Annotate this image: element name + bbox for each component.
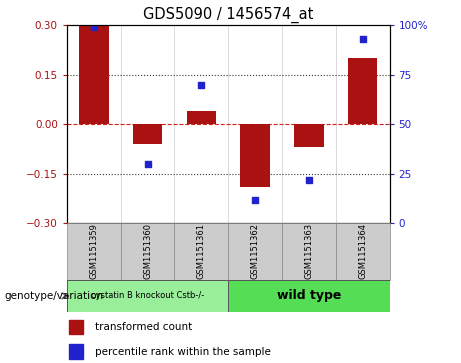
Point (144, 161, 151, 167)
Bar (133, 124, 162, 144)
Bar (79, 25, 108, 124)
FancyBboxPatch shape (174, 223, 228, 280)
FancyBboxPatch shape (121, 223, 174, 280)
Point (359, 36, 366, 42)
FancyBboxPatch shape (282, 223, 336, 280)
FancyBboxPatch shape (336, 223, 390, 280)
Text: genotype/variation: genotype/variation (5, 291, 104, 301)
FancyBboxPatch shape (228, 223, 282, 280)
Text: GSM1151364: GSM1151364 (358, 223, 367, 280)
Text: wild type: wild type (277, 289, 341, 302)
Text: GSM1151359: GSM1151359 (89, 224, 98, 279)
Point (198, 82, 205, 87)
Bar (69, 320, 83, 334)
Text: cystatin B knockout Cstb-/-: cystatin B knockout Cstb-/- (91, 291, 204, 300)
Text: GSM1151362: GSM1151362 (251, 223, 260, 280)
FancyBboxPatch shape (67, 280, 228, 312)
Text: percentile rank within the sample: percentile rank within the sample (95, 347, 271, 356)
Text: GSM1151361: GSM1151361 (197, 223, 206, 280)
FancyBboxPatch shape (67, 223, 121, 280)
Point (251, 197, 259, 203)
FancyBboxPatch shape (228, 280, 390, 312)
Text: GSM1151363: GSM1151363 (304, 223, 313, 280)
Text: GSM1151360: GSM1151360 (143, 223, 152, 280)
Title: GDS5090 / 1456574_at: GDS5090 / 1456574_at (143, 7, 313, 23)
Text: transformed count: transformed count (95, 322, 192, 332)
Point (90, 24, 97, 30)
Bar (294, 124, 324, 147)
Bar (69, 344, 83, 359)
Bar (187, 111, 216, 124)
Bar (240, 124, 270, 187)
Point (305, 177, 313, 183)
Bar (348, 58, 378, 124)
